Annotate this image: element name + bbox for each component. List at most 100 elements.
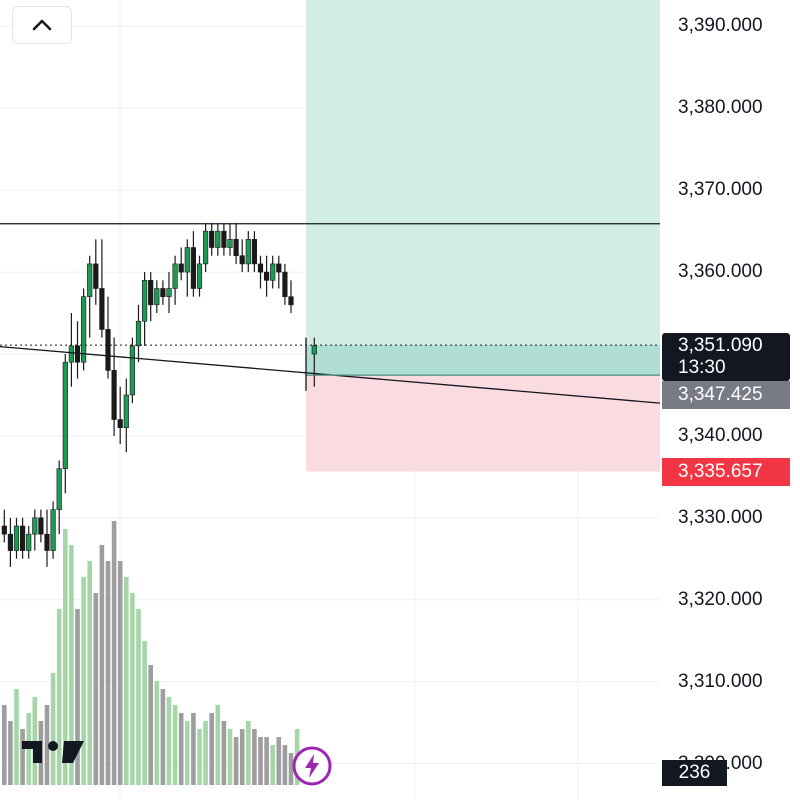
volume-bar (154, 681, 160, 785)
volume-bar (239, 729, 245, 785)
candle-body (142, 279, 148, 322)
price-axis-tick: 3,330.000 (678, 506, 763, 528)
candle-body (221, 230, 227, 248)
candle-body (1, 525, 7, 535)
price-axis-tick: 3,360.000 (678, 261, 763, 283)
volume-bar (63, 529, 68, 785)
chevron-up-icon (32, 19, 52, 31)
volume-bar (2, 705, 7, 785)
volume-bar (166, 697, 172, 785)
candle-body (135, 320, 142, 347)
candle-body (154, 288, 160, 306)
candle-body (282, 271, 288, 297)
candle-body (184, 247, 190, 273)
candle-body (56, 468, 62, 510)
volume-bar (203, 721, 208, 785)
volume-bar (75, 609, 80, 785)
volume-bar (246, 721, 251, 785)
volume-bar (276, 737, 282, 785)
volume-bar (191, 713, 196, 785)
volume-bar (227, 729, 233, 785)
candle-body (81, 296, 87, 363)
volume-bar (56, 609, 62, 785)
volume-bars (2, 521, 300, 785)
candle-body (123, 394, 129, 429)
volume-bar (209, 713, 214, 785)
volume-bar (185, 721, 190, 785)
entry-price-tag: 3,347.425 (662, 381, 790, 409)
collapse-button[interactable] (12, 6, 72, 44)
candle-body (111, 370, 117, 420)
volume-bar (20, 729, 25, 785)
candle-body (87, 263, 93, 297)
price-axis-tick: 3,370.000 (678, 179, 763, 201)
loss-zone (306, 375, 660, 472)
open-pnl-band (306, 345, 660, 376)
candle-body (160, 288, 166, 297)
price-axis-tick: 3,310.000 (678, 670, 763, 692)
candle-body (263, 271, 270, 281)
tradingview-logo (22, 741, 84, 763)
volume-bar (50, 673, 56, 785)
candle-body (288, 296, 294, 306)
lightning-icon[interactable] (292, 746, 332, 786)
candle-body (129, 345, 136, 396)
volume-bar (160, 689, 166, 785)
candle-body (196, 263, 203, 289)
drawn-lines (0, 223, 661, 404)
volume-bar (130, 593, 135, 785)
current-price-tag: 3,351.090 13:30 (662, 333, 790, 381)
candle-body (99, 288, 105, 330)
candle-body (172, 263, 178, 289)
candle-body (276, 263, 282, 273)
volume-bar (93, 593, 99, 785)
price-axis-tick: 3,390.000 (678, 15, 763, 37)
candle-body (93, 263, 99, 289)
candle-body (50, 509, 56, 551)
current-price-label: 3,351.090 (678, 335, 763, 356)
volume-bar (221, 721, 227, 785)
candle-body (239, 255, 245, 265)
candle-body (13, 525, 20, 551)
candle-body (44, 533, 50, 551)
volume-bar (117, 561, 123, 785)
volume-bar (258, 737, 263, 785)
candle-body (32, 517, 38, 535)
volume-bar (14, 689, 19, 785)
volume-bar (87, 561, 92, 785)
candles (1, 222, 317, 567)
volume-bar (124, 577, 129, 785)
candle-body (270, 263, 276, 281)
stop-price-tag: 3,335.657 (662, 458, 790, 486)
volume-bar (44, 705, 50, 785)
volume-bar (178, 713, 184, 785)
candle-body (233, 239, 239, 257)
volume-bar (264, 737, 269, 785)
volume-bar (81, 577, 86, 785)
candle-body (190, 247, 197, 289)
price-axis-tick: 3,340.000 (678, 424, 763, 446)
volume-tag: 236 (662, 760, 727, 786)
volume-bar (99, 545, 105, 785)
volume-bar (215, 705, 221, 785)
candle-body (227, 239, 233, 248)
volume-bar (270, 745, 275, 785)
profit-zone (306, 0, 660, 376)
volume-bar (142, 641, 147, 785)
volume-bar (69, 545, 74, 785)
volume-bar (233, 737, 239, 785)
candle-body (26, 533, 32, 551)
volume-bar (148, 665, 153, 785)
candle-body (203, 230, 209, 265)
candle-body (7, 533, 14, 551)
candle-body (117, 419, 123, 429)
candle-body (215, 230, 221, 248)
candle-body (209, 230, 215, 248)
volume-bar (252, 729, 257, 785)
candle-body (311, 345, 317, 355)
volume-bar (282, 745, 288, 785)
volume-bar (136, 609, 141, 785)
price-axis-tick: 3,380.000 (678, 97, 763, 119)
candle-body (19, 525, 26, 551)
candle-body (105, 329, 111, 371)
